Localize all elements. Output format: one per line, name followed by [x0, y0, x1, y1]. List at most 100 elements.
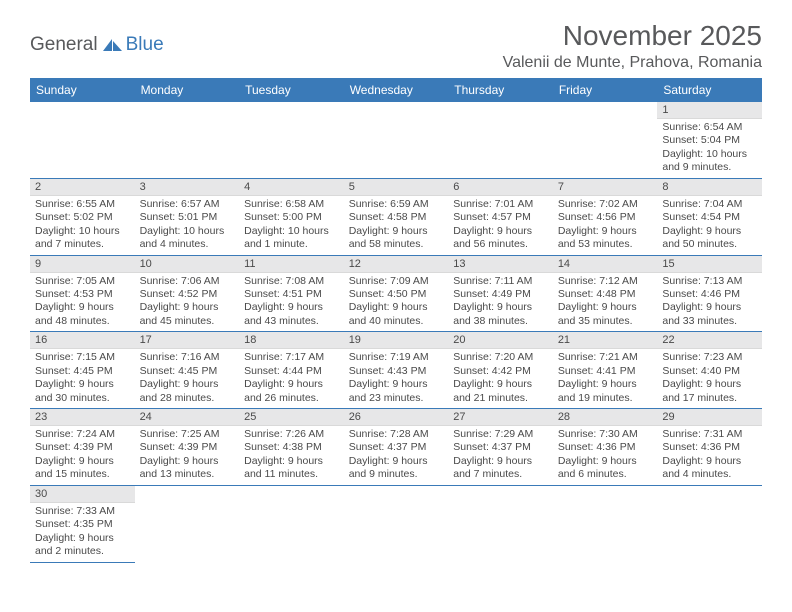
weekday-header: Thursday [448, 78, 553, 102]
calendar-cell: 3Sunrise: 6:57 AMSunset: 5:01 PMDaylight… [135, 178, 240, 255]
day-number: 10 [135, 256, 240, 273]
daylight-text: and 13 minutes. [140, 468, 235, 481]
calendar-cell: 26Sunrise: 7:28 AMSunset: 4:37 PMDayligh… [344, 409, 449, 486]
calendar-cell: 14Sunrise: 7:12 AMSunset: 4:48 PMDayligh… [553, 255, 658, 332]
day-info: Sunrise: 7:17 AMSunset: 4:44 PMDaylight:… [239, 349, 344, 408]
sunrise-text: Sunrise: 7:30 AM [558, 428, 653, 441]
day-info: Sunrise: 6:54 AMSunset: 5:04 PMDaylight:… [657, 119, 762, 178]
calendar-week-row: 1Sunrise: 6:54 AMSunset: 5:04 PMDaylight… [30, 102, 762, 178]
sunrise-text: Sunrise: 7:21 AM [558, 351, 653, 364]
daylight-text: Daylight: 9 hours [349, 225, 444, 238]
sunrise-text: Sunrise: 7:12 AM [558, 275, 653, 288]
daylight-text: and 30 minutes. [35, 392, 130, 405]
sunrise-text: Sunrise: 7:04 AM [662, 198, 757, 211]
sunrise-text: Sunrise: 7:20 AM [453, 351, 548, 364]
daylight-text: and 21 minutes. [453, 392, 548, 405]
daylight-text: Daylight: 10 hours [140, 225, 235, 238]
day-number: 13 [448, 256, 553, 273]
sunset-text: Sunset: 4:54 PM [662, 211, 757, 224]
sunrise-text: Sunrise: 6:59 AM [349, 198, 444, 211]
day-number: 29 [657, 409, 762, 426]
day-info: Sunrise: 7:16 AMSunset: 4:45 PMDaylight:… [135, 349, 240, 408]
sunset-text: Sunset: 4:44 PM [244, 365, 339, 378]
daylight-text: and 53 minutes. [558, 238, 653, 251]
calendar-cell: 22Sunrise: 7:23 AMSunset: 4:40 PMDayligh… [657, 332, 762, 409]
day-number: 24 [135, 409, 240, 426]
daylight-text: Daylight: 9 hours [349, 378, 444, 391]
calendar-cell [448, 485, 553, 562]
logo-sail-icon [102, 37, 124, 53]
day-number: 7 [553, 179, 658, 196]
calendar-cell [448, 102, 553, 178]
daylight-text: Daylight: 9 hours [453, 378, 548, 391]
calendar-cell: 5Sunrise: 6:59 AMSunset: 4:58 PMDaylight… [344, 178, 449, 255]
day-info: Sunrise: 7:04 AMSunset: 4:54 PMDaylight:… [657, 196, 762, 255]
logo-text-blue: Blue [126, 34, 164, 56]
weekday-header-row: Sunday Monday Tuesday Wednesday Thursday… [30, 78, 762, 102]
day-info: Sunrise: 7:05 AMSunset: 4:53 PMDaylight:… [30, 273, 135, 332]
daylight-text: and 38 minutes. [453, 315, 548, 328]
day-number: 27 [448, 409, 553, 426]
day-number: 16 [30, 332, 135, 349]
calendar-cell: 16Sunrise: 7:15 AMSunset: 4:45 PMDayligh… [30, 332, 135, 409]
day-info: Sunrise: 7:21 AMSunset: 4:41 PMDaylight:… [553, 349, 658, 408]
sunset-text: Sunset: 4:40 PM [662, 365, 757, 378]
sunset-text: Sunset: 4:48 PM [558, 288, 653, 301]
day-info: Sunrise: 7:33 AMSunset: 4:35 PMDaylight:… [30, 503, 135, 562]
daylight-text: Daylight: 9 hours [558, 378, 653, 391]
sunrise-text: Sunrise: 7:25 AM [140, 428, 235, 441]
daylight-text: Daylight: 9 hours [140, 378, 235, 391]
calendar-cell: 11Sunrise: 7:08 AMSunset: 4:51 PMDayligh… [239, 255, 344, 332]
calendar-cell: 9Sunrise: 7:05 AMSunset: 4:53 PMDaylight… [30, 255, 135, 332]
calendar-cell: 18Sunrise: 7:17 AMSunset: 4:44 PMDayligh… [239, 332, 344, 409]
daylight-text: Daylight: 9 hours [662, 455, 757, 468]
location: Valenii de Munte, Prahova, Romania [503, 54, 762, 72]
daylight-text: and 11 minutes. [244, 468, 339, 481]
sunset-text: Sunset: 4:39 PM [140, 441, 235, 454]
sunset-text: Sunset: 4:45 PM [35, 365, 130, 378]
calendar-cell: 28Sunrise: 7:30 AMSunset: 4:36 PMDayligh… [553, 409, 658, 486]
sunset-text: Sunset: 4:52 PM [140, 288, 235, 301]
daylight-text: and 35 minutes. [558, 315, 653, 328]
weekday-header: Sunday [30, 78, 135, 102]
sunset-text: Sunset: 4:56 PM [558, 211, 653, 224]
day-number: 30 [30, 486, 135, 503]
sunset-text: Sunset: 4:57 PM [453, 211, 548, 224]
daylight-text: and 4 minutes. [140, 238, 235, 251]
sunset-text: Sunset: 4:50 PM [349, 288, 444, 301]
day-number: 8 [657, 179, 762, 196]
daylight-text: Daylight: 10 hours [35, 225, 130, 238]
sunrise-text: Sunrise: 7:11 AM [453, 275, 548, 288]
daylight-text: and 50 minutes. [662, 238, 757, 251]
day-info: Sunrise: 6:59 AMSunset: 4:58 PMDaylight:… [344, 196, 449, 255]
daylight-text: Daylight: 9 hours [244, 301, 339, 314]
calendar-cell: 1Sunrise: 6:54 AMSunset: 5:04 PMDaylight… [657, 102, 762, 178]
sunset-text: Sunset: 4:42 PM [453, 365, 548, 378]
sunset-text: Sunset: 4:38 PM [244, 441, 339, 454]
daylight-text: and 1 minute. [244, 238, 339, 251]
day-info: Sunrise: 7:02 AMSunset: 4:56 PMDaylight:… [553, 196, 658, 255]
calendar-body: 1Sunrise: 6:54 AMSunset: 5:04 PMDaylight… [30, 102, 762, 562]
sunrise-text: Sunrise: 6:57 AM [140, 198, 235, 211]
daylight-text: Daylight: 9 hours [349, 301, 444, 314]
calendar-cell [553, 102, 658, 178]
sunrise-text: Sunrise: 7:01 AM [453, 198, 548, 211]
day-number: 20 [448, 332, 553, 349]
calendar-cell: 2Sunrise: 6:55 AMSunset: 5:02 PMDaylight… [30, 178, 135, 255]
daylight-text: Daylight: 10 hours [244, 225, 339, 238]
sunset-text: Sunset: 4:36 PM [558, 441, 653, 454]
sunrise-text: Sunrise: 7:06 AM [140, 275, 235, 288]
daylight-text: and 48 minutes. [35, 315, 130, 328]
sunrise-text: Sunrise: 7:08 AM [244, 275, 339, 288]
calendar-cell: 13Sunrise: 7:11 AMSunset: 4:49 PMDayligh… [448, 255, 553, 332]
day-info: Sunrise: 7:24 AMSunset: 4:39 PMDaylight:… [30, 426, 135, 485]
daylight-text: Daylight: 9 hours [349, 455, 444, 468]
daylight-text: and 7 minutes. [35, 238, 130, 251]
sunset-text: Sunset: 4:58 PM [349, 211, 444, 224]
calendar-cell: 21Sunrise: 7:21 AMSunset: 4:41 PMDayligh… [553, 332, 658, 409]
daylight-text: and 6 minutes. [558, 468, 653, 481]
day-info: Sunrise: 7:31 AMSunset: 4:36 PMDaylight:… [657, 426, 762, 485]
calendar-cell: 6Sunrise: 7:01 AMSunset: 4:57 PMDaylight… [448, 178, 553, 255]
daylight-text: and 9 minutes. [662, 161, 757, 174]
sunrise-text: Sunrise: 7:02 AM [558, 198, 653, 211]
